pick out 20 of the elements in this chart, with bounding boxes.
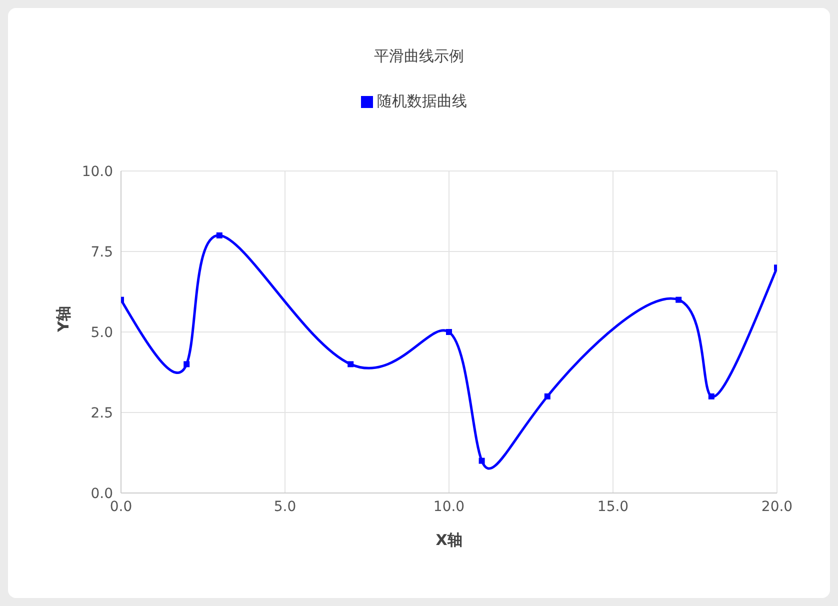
point (676, 296, 682, 303)
x-tick-label: 10.0 (433, 498, 465, 515)
point (478, 458, 485, 464)
x-axis-title: X轴 (436, 531, 462, 549)
point (708, 393, 714, 400)
point (446, 329, 452, 335)
point (216, 232, 222, 238)
legend-label: 随机数据曲线 (377, 92, 467, 110)
point (544, 393, 550, 400)
y-tick-label: 2.5 (90, 405, 113, 422)
x-tick-label: 15.0 (597, 498, 629, 515)
point (184, 361, 190, 368)
y-tick-label: 7.5 (90, 244, 113, 260)
y-axis-title: Y轴 (54, 306, 72, 333)
y-tick-label: 5.0 (90, 324, 113, 341)
x-tick-label: 5.0 (274, 498, 296, 515)
chart-title: 平滑曲线示例 (374, 47, 464, 65)
y-tick-label: 10.0 (82, 164, 113, 180)
point (348, 361, 354, 368)
x-tick-label: 20.0 (761, 498, 793, 515)
